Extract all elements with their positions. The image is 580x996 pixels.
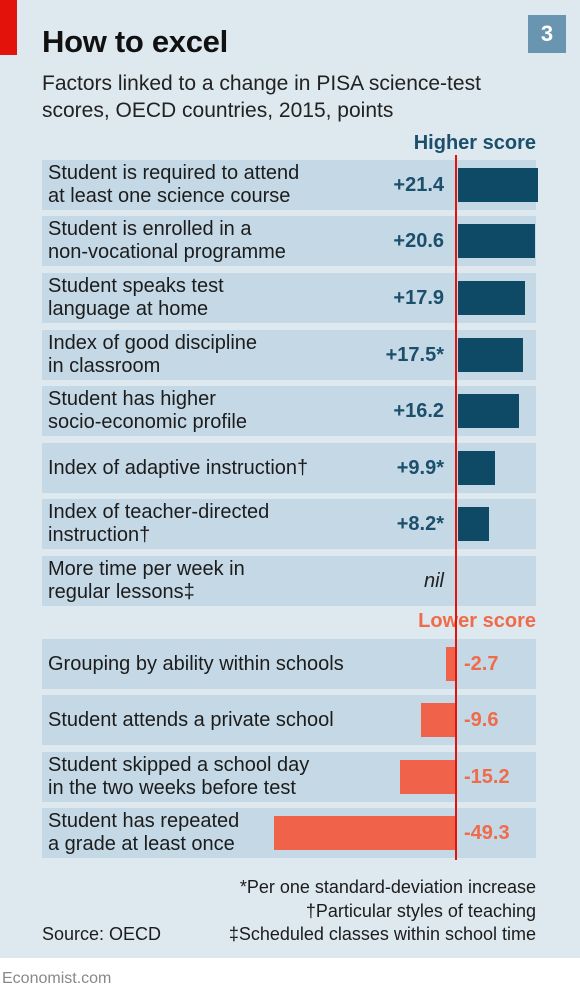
data-label: +20.6	[393, 229, 444, 252]
data-label: +17.9	[393, 286, 444, 309]
bar	[420, 703, 456, 737]
bar	[274, 816, 456, 850]
category-label: Student speaks test language at home	[48, 275, 224, 320]
bar	[458, 281, 525, 315]
category-label: Index of good discipline in classroom	[48, 332, 258, 377]
category-label: Student attends a private school	[48, 708, 334, 731]
category-label: Student skipped a school day in the two …	[48, 754, 310, 799]
category-label: More time per week in regular lessons‡	[48, 558, 245, 603]
chart-title: How to excel	[42, 24, 228, 59]
data-label: +9.9*	[396, 456, 444, 479]
data-label: nil	[423, 569, 444, 592]
bar	[458, 224, 535, 258]
chart-row: More time per week in regular lessons‡ ni…	[42, 556, 536, 606]
higher-score-label: Higher score	[413, 132, 536, 154]
category-label: Grouping by ability within schools	[48, 652, 344, 675]
data-label: +8.2*	[396, 512, 444, 535]
data-label: -49.3	[464, 821, 510, 844]
brand-label: Economist.com	[2, 970, 112, 987]
chart-row: Student attends a private school -9.6	[42, 695, 536, 745]
chart-row: Index of teacher-directed instruction† +8…	[42, 499, 536, 549]
data-label: +17.5*	[385, 343, 444, 366]
category-label: Student is enrolled in a non-vocational …	[48, 218, 286, 263]
category-label: Student is required to attend at least o…	[48, 162, 300, 207]
lower-score-label: Lower score	[418, 610, 536, 632]
bar	[399, 760, 456, 794]
category-label: Student has repeated a grade at least on…	[48, 810, 240, 855]
bar	[458, 394, 519, 428]
chart-row: Grouping by ability within schools -2.7	[42, 639, 536, 689]
chart-row: Student has repeated a grade at least on…	[42, 808, 536, 858]
chart-row: Student is required to attend at least o…	[42, 160, 538, 210]
chart-subtitle: Factors linked to a change in PISA scien…	[42, 72, 481, 122]
category-label: Index of adaptive instruction†	[48, 456, 309, 479]
brand-red-tag	[0, 0, 17, 55]
chart-row: Student speaks test language at home +17.…	[42, 273, 536, 323]
bar	[458, 507, 489, 541]
data-label: +16.2	[393, 399, 444, 422]
source-note: Source: OECD	[42, 924, 162, 944]
zero-line	[455, 155, 457, 860]
data-label: -2.7	[464, 652, 499, 675]
category-label: Student has higher socio-economic profil…	[48, 388, 247, 433]
chart-number-badge: 3	[528, 15, 566, 53]
note-scheduled-classes: ‡Scheduled classes within school time	[228, 924, 536, 944]
bar	[458, 451, 495, 485]
note-standard-deviation: *Per one standard-deviation increase	[239, 877, 536, 897]
footer-bar	[0, 958, 580, 996]
bar	[458, 168, 538, 202]
note-teaching-styles: †Particular styles of teaching	[305, 901, 536, 921]
chart-row: Student skipped a school day in the two …	[42, 752, 536, 802]
data-label: +21.4	[393, 173, 444, 196]
category-label: Index of teacher-directed instruction†	[48, 501, 270, 546]
chart-row: Index of adaptive instruction† +9.9*	[42, 443, 536, 493]
bar	[458, 338, 524, 372]
bar	[446, 647, 456, 681]
data-label: -15.2	[464, 765, 510, 788]
data-label: -9.6	[464, 708, 499, 731]
chart-row: Index of good discipline in classroom +17…	[42, 330, 536, 380]
chart-row: Student has higher socio-economic profil…	[42, 386, 536, 436]
chart-row: Student is enrolled in a non-vocational …	[42, 216, 536, 266]
